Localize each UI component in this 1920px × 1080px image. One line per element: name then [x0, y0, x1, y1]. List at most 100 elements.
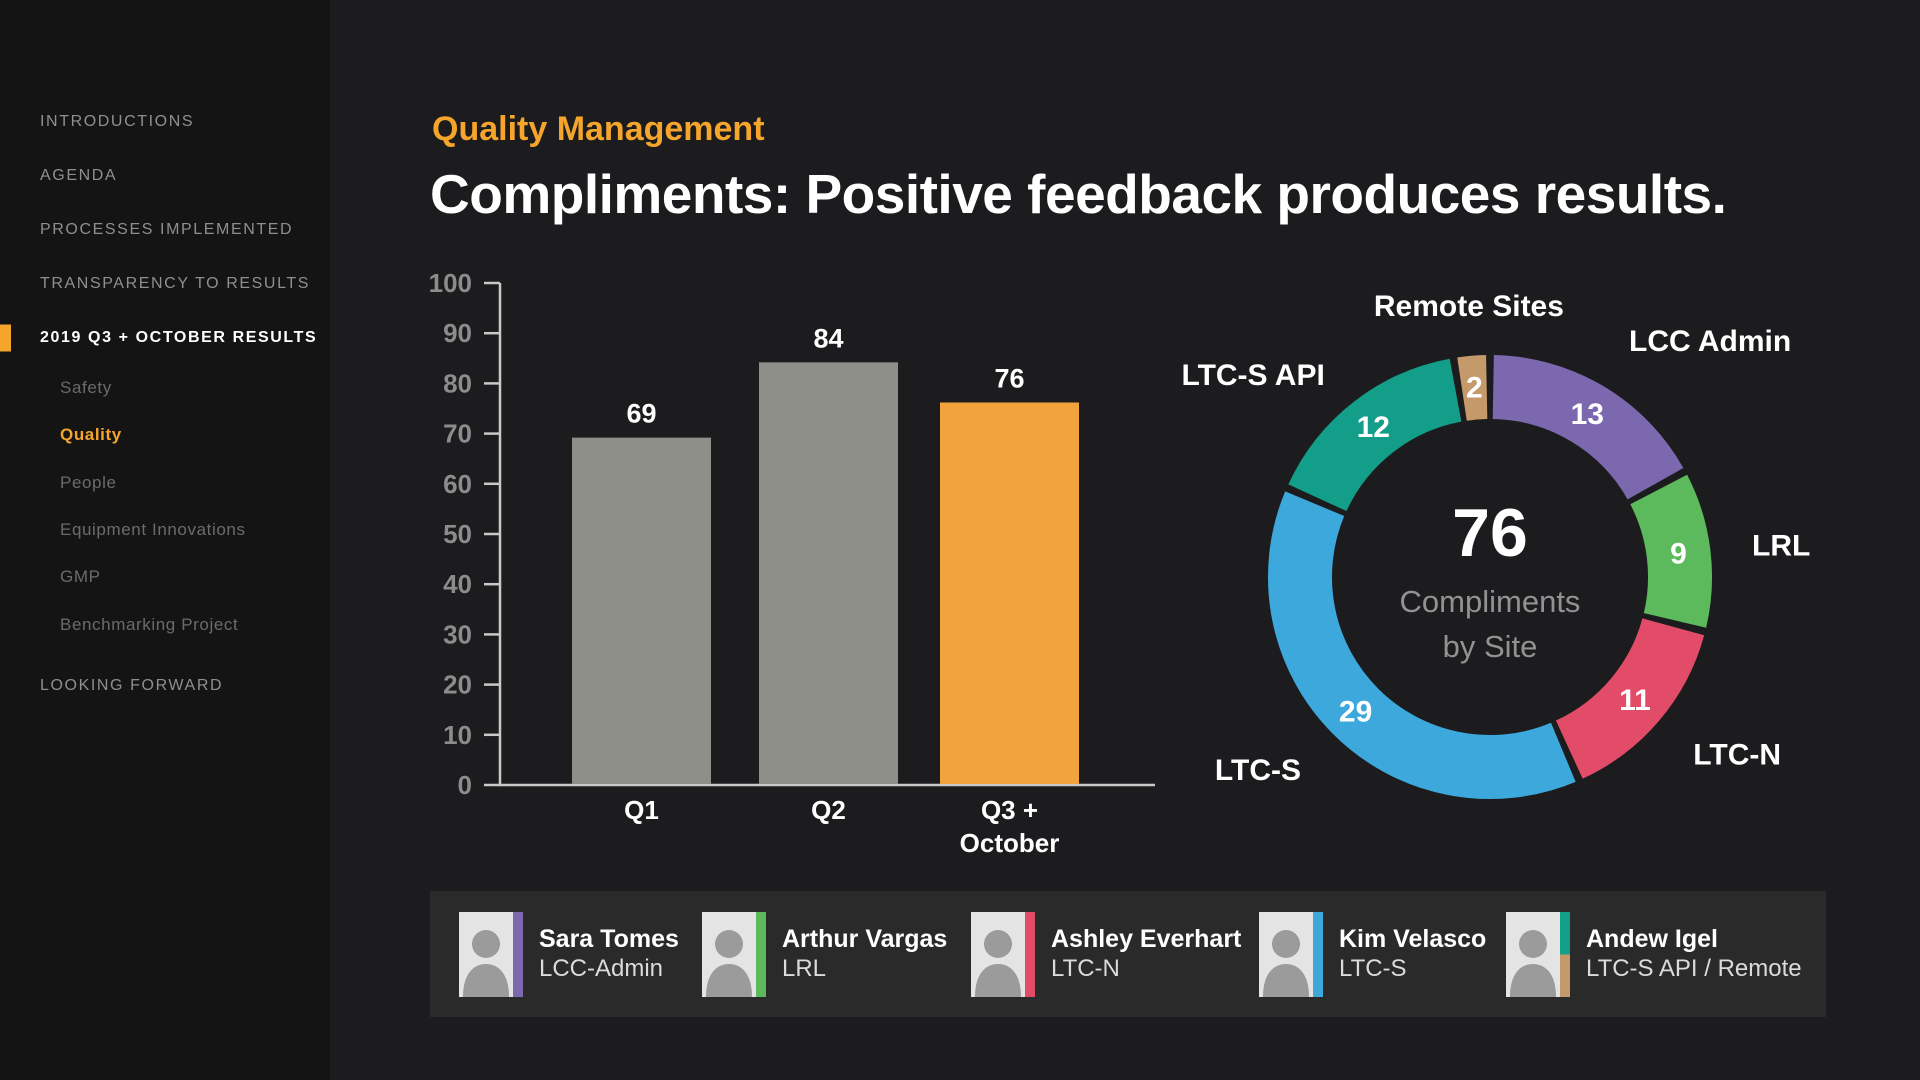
y-axis-tick-label: 70: [443, 419, 472, 449]
person-silhouette-icon: [1259, 911, 1313, 997]
person-site: LCC-Admin: [539, 955, 664, 983]
y-axis-tick-label: 60: [443, 469, 472, 499]
donut-label-lrl: LRL: [1752, 529, 1810, 562]
x-axis-category-label: Q3 +: [981, 795, 1038, 825]
donut-value-ltc-s: 29: [1339, 695, 1372, 728]
x-axis-category-label: Q2: [811, 795, 846, 825]
donut-label-ltc-s: LTC-S: [1215, 754, 1301, 787]
person-name: Sara Tomes: [539, 924, 679, 953]
donut-value-ltc-n: 11: [1619, 684, 1651, 717]
person-name: Arthur Vargas: [782, 924, 948, 953]
sidebar-item-gmp[interactable]: GMP: [60, 567, 101, 586]
person-card-ashley-everhart: Ashley Everhart LTC-N: [971, 910, 1241, 998]
avatar: [1506, 911, 1570, 997]
sidebar-item-quality[interactable]: Quality: [60, 425, 122, 444]
site-color-stripe: [513, 911, 523, 997]
donut-center-value: 76: [1452, 495, 1528, 571]
site-color-stripe: [1560, 911, 1570, 997]
donut-label-remote-sites: Remote Sites: [1374, 290, 1564, 323]
sidebar-item-transparency-to-results[interactable]: TRANSPARENCY TO RESULTS: [40, 275, 311, 292]
sidebar: INTRODUCTIONS AGENDA PROCESSES IMPLEMENTED…: [0, 0, 330, 1080]
bar-value-label: 69: [626, 399, 656, 429]
avatar-photo: [702, 911, 756, 997]
site-color-stripe: [1025, 911, 1035, 997]
avatar: [459, 911, 523, 997]
y-axis-tick-label: 30: [443, 619, 472, 649]
sidebar-item-introductions[interactable]: INTRODUCTIONS: [40, 113, 195, 130]
donut-center-label: Compliments: [1400, 584, 1581, 619]
bar-value-label: 76: [994, 363, 1024, 393]
sidebar-item-processes-implemented[interactable]: PROCESSES IMPLEMENTED: [40, 221, 294, 238]
slide-kicker: Quality Management: [432, 110, 765, 148]
avatar-photo: [971, 911, 1025, 997]
person-silhouette-icon: [971, 911, 1025, 997]
avatar-photo: [1259, 911, 1313, 997]
sidebar-item-safety[interactable]: Safety: [60, 378, 112, 397]
y-axis-tick-label: 0: [458, 770, 472, 800]
donut-value-lcc-admin: 13: [1571, 398, 1604, 431]
bar-q2: [759, 362, 898, 784]
donut-label-ltc-n: LTC-N: [1693, 739, 1781, 772]
person-text: Kim Velasco LTC-S: [1339, 924, 1486, 984]
y-axis-tick-label: 90: [443, 318, 472, 348]
y-axis-tick-label: 40: [443, 569, 472, 599]
donut-label-lcc-admin: LCC Admin: [1629, 325, 1791, 358]
person-name: Kim Velasco: [1339, 924, 1487, 953]
person-card-andew-igel: Andew Igel LTC-S API / Remote: [1506, 910, 1802, 998]
avatar: [1259, 911, 1323, 997]
person-text: Andew Igel LTC-S API / Remote: [1586, 924, 1802, 984]
sidebar-item-equipment-innovations[interactable]: Equipment Innovations: [60, 520, 246, 539]
person-site: LTC-S API / Remote: [1586, 955, 1802, 983]
y-axis-tick-label: 100: [429, 268, 472, 298]
person-name: Ashley Everhart: [1051, 924, 1242, 953]
site-color-stripe: [1313, 911, 1323, 997]
slide-title: Compliments: Positive feedback produces …: [430, 163, 1727, 225]
donut-segment-ltc-s-api: [1288, 358, 1463, 512]
avatar-photo: [1506, 911, 1560, 997]
person-site: LTC-S: [1339, 955, 1407, 983]
sidebar-item-people[interactable]: People: [60, 473, 117, 492]
donut-segment-remote-sites: [1457, 355, 1488, 421]
person-card-sara-tomes: Sara Tomes LCC-Admin: [459, 910, 679, 998]
y-axis-tick-label: 80: [443, 368, 472, 398]
donut-segment-lcc-admin: [1491, 355, 1684, 501]
donut-value-remote-sites: 2: [1466, 372, 1483, 405]
avatar: [971, 911, 1035, 997]
people-bar: Sara Tomes LCC-Admin Arthur Vargas LRL Ashle…: [430, 891, 1826, 1017]
person-text: Ashley Everhart LTC-N: [1051, 924, 1241, 984]
sidebar-item-benchmarking-project[interactable]: Benchmarking Project: [60, 615, 239, 634]
site-color-stripe: [756, 911, 766, 997]
person-site: LTC-N: [1051, 955, 1120, 983]
x-axis-category-label: Q1: [624, 795, 659, 825]
person-card-arthur-vargas: Arthur Vargas LRL: [702, 910, 947, 998]
y-axis-tick-label: 50: [443, 519, 472, 549]
donut-center-label: by Site: [1443, 629, 1538, 664]
donut-value-ltc-s-api: 12: [1357, 411, 1390, 444]
person-silhouette-icon: [459, 911, 513, 997]
person-silhouette-icon: [1506, 911, 1560, 997]
bar-q1: [572, 437, 711, 784]
person-site: LRL: [782, 955, 827, 983]
donut-segment-lrl: [1629, 474, 1713, 628]
bar-value-label: 84: [813, 323, 843, 353]
bar-q3-october: [940, 402, 1079, 784]
avatar-photo: [459, 911, 513, 997]
donut-segment-ltc-s: [1268, 491, 1576, 799]
donut-label-ltc-s-api: LTC-S API: [1181, 359, 1324, 392]
sidebar-item-2019-q3-october-results[interactable]: 2019 Q3 + OCTOBER RESULTS: [40, 329, 318, 346]
active-section-marker: [0, 324, 11, 352]
person-text: Sara Tomes LCC-Admin: [539, 924, 679, 984]
person-silhouette-icon: [702, 911, 756, 997]
person-card-kim-velasco: Kim Velasco LTC-S: [1259, 910, 1486, 998]
person-name: Andew Igel: [1586, 924, 1718, 953]
avatar: [702, 911, 766, 997]
donut-segment-ltc-n: [1555, 617, 1705, 779]
person-text: Arthur Vargas LRL: [782, 924, 947, 984]
sidebar-item-looking-forward[interactable]: LOOKING FORWARD: [40, 677, 224, 694]
x-axis-category-label: October: [960, 828, 1060, 858]
donut-value-lrl: 9: [1670, 538, 1687, 571]
sidebar-item-agenda[interactable]: AGENDA: [40, 167, 118, 184]
y-axis-tick-label: 20: [443, 670, 472, 700]
y-axis-tick-label: 10: [443, 720, 472, 750]
